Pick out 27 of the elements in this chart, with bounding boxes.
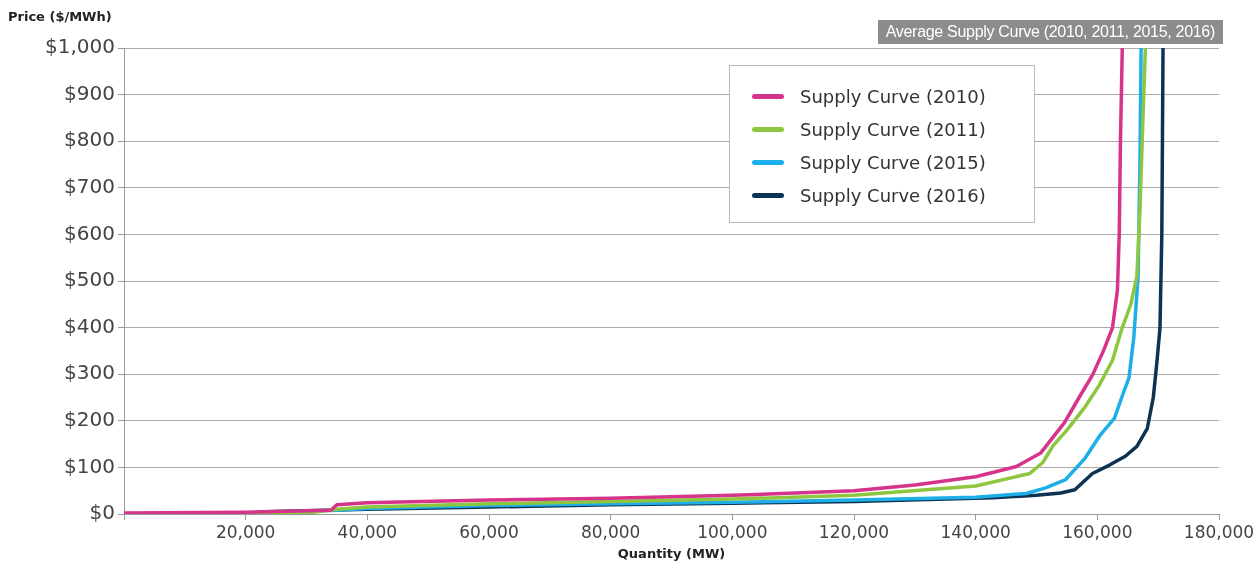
y-tick-label: $400 (64, 313, 115, 338)
legend-label: Supply Curve (2015) (800, 152, 986, 173)
text: Average Supply Curve (2010, 2011, 2015, 2016) (877, 20, 1223, 44)
x-tick-label: 80,000 (580, 521, 641, 542)
y-tick-label: $700 (64, 174, 115, 198)
x-tick-label: 120,000 (818, 521, 890, 542)
x-tick-label: 180,000 (1183, 521, 1255, 542)
x-tick-label: 60,000 (459, 521, 519, 542)
y-tick-label: $0 (89, 500, 115, 525)
x-tick-label: 140,000 (940, 521, 1011, 542)
y-axis-title: Price ($/MWh) (8, 9, 112, 24)
y-tick-label: $300 (64, 360, 115, 385)
legend-label: Supply Curve (2010) (800, 86, 986, 107)
y-tick-label: $800 (64, 127, 115, 152)
x-axis-title: Quantity (MW) (617, 545, 726, 561)
x-tick-label: 40,000 (337, 521, 398, 542)
y-tick-label: $100 (64, 453, 115, 478)
y-tick-label: $600 (64, 220, 115, 245)
x-tick-label: 100,000 (697, 521, 768, 542)
x-tick-label: 160,000 (1062, 521, 1133, 542)
x-tick-label: 20,000 (215, 521, 276, 542)
y-tick-label: $500 (64, 267, 115, 292)
legend-label: Supply Curve (2016) (800, 185, 986, 206)
legend-label: Supply Curve (2011) (800, 119, 986, 140)
y-tick-label: $900 (64, 80, 115, 105)
y-tick-label: $1,000 (45, 34, 115, 59)
y-tick-label: $200 (64, 407, 115, 431)
